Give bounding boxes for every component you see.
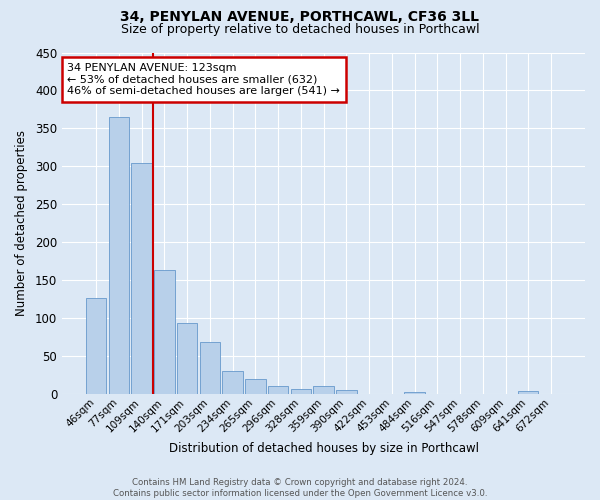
Bar <box>268 386 288 394</box>
Bar <box>131 162 152 394</box>
Bar <box>109 117 129 394</box>
X-axis label: Distribution of detached houses by size in Porthcawl: Distribution of detached houses by size … <box>169 442 479 455</box>
Text: 34, PENYLAN AVENUE, PORTHCAWL, CF36 3LL: 34, PENYLAN AVENUE, PORTHCAWL, CF36 3LL <box>121 10 479 24</box>
Text: Size of property relative to detached houses in Porthcawl: Size of property relative to detached ho… <box>121 22 479 36</box>
Bar <box>154 270 175 394</box>
Bar <box>200 342 220 394</box>
Bar <box>86 298 106 394</box>
Bar <box>223 372 243 394</box>
Bar <box>177 322 197 394</box>
Bar <box>518 391 538 394</box>
Bar <box>313 386 334 394</box>
Text: Contains HM Land Registry data © Crown copyright and database right 2024.
Contai: Contains HM Land Registry data © Crown c… <box>113 478 487 498</box>
Bar <box>404 392 425 394</box>
Bar <box>245 379 266 394</box>
Bar <box>290 388 311 394</box>
Text: 34 PENYLAN AVENUE: 123sqm
← 53% of detached houses are smaller (632)
46% of semi: 34 PENYLAN AVENUE: 123sqm ← 53% of detac… <box>67 62 340 96</box>
Y-axis label: Number of detached properties: Number of detached properties <box>15 130 28 316</box>
Bar <box>336 390 356 394</box>
